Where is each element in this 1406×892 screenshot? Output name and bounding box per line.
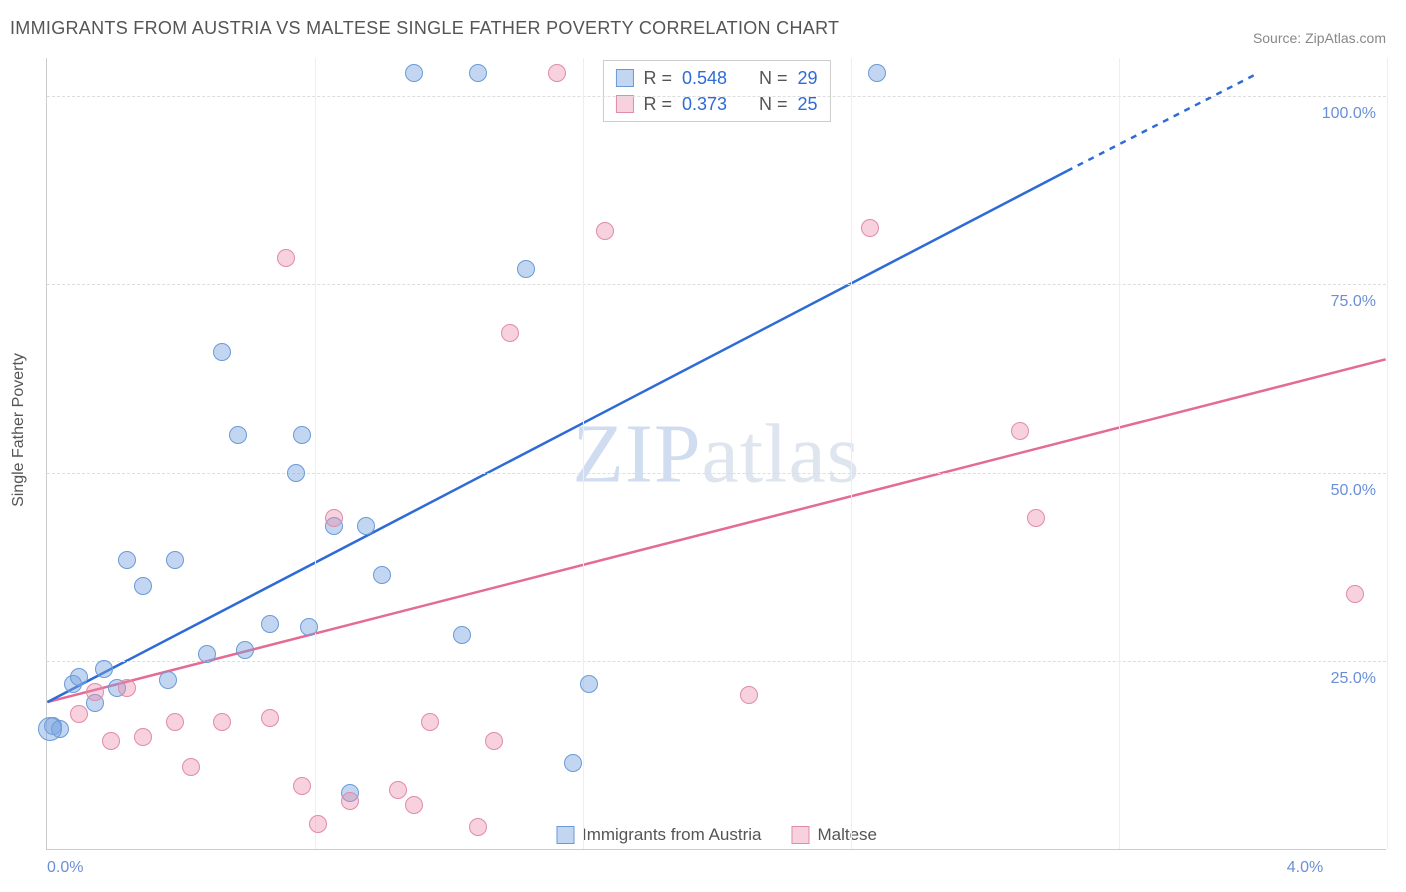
data-point-austria	[229, 426, 247, 444]
data-point-maltese	[325, 509, 343, 527]
y-tick-label: 100.0%	[1322, 105, 1376, 123]
data-point-maltese	[166, 713, 184, 731]
source-attribution: Source: ZipAtlas.com	[1253, 30, 1386, 46]
data-point-austria	[405, 64, 423, 82]
n-label: N =	[759, 65, 788, 91]
data-point-austria	[357, 517, 375, 535]
data-point-maltese	[1027, 509, 1045, 527]
data-point-austria	[261, 615, 279, 633]
chart-title: IMMIGRANTS FROM AUSTRIA VS MALTESE SINGL…	[10, 18, 839, 39]
n-value-austria: 29	[798, 65, 818, 91]
gridline-h	[47, 473, 1386, 474]
y-axis-label: Single Father Poverty	[10, 353, 28, 507]
data-point-maltese	[596, 222, 614, 240]
plot-area: ZIPatlas R = 0.548 N = 29 R = 0.373 N = …	[46, 58, 1386, 850]
source-label: Source:	[1253, 30, 1305, 46]
data-point-austria	[159, 671, 177, 689]
gridline-v	[851, 58, 852, 849]
legend-series: Immigrants from Austria Maltese	[556, 825, 877, 845]
legend-label-austria: Immigrants from Austria	[582, 825, 762, 845]
data-point-maltese	[861, 219, 879, 237]
data-point-austria	[166, 551, 184, 569]
x-tick-label: 4.0%	[1287, 859, 1323, 877]
data-point-maltese	[1011, 422, 1029, 440]
watermark: ZIPatlas	[573, 405, 861, 502]
data-point-maltese	[485, 732, 503, 750]
data-point-austria	[236, 641, 254, 659]
data-point-maltese	[118, 679, 136, 697]
legend-swatch-austria-icon	[556, 826, 574, 844]
gridline-v	[583, 58, 584, 849]
legend-swatch-austria	[615, 69, 633, 87]
data-point-austria	[453, 626, 471, 644]
x-tick-label: 0.0%	[47, 859, 83, 877]
watermark-bold: ZIP	[573, 407, 702, 500]
gridline-v	[1387, 58, 1388, 849]
gridline-h	[47, 96, 1386, 97]
data-point-austria	[293, 426, 311, 444]
data-point-austria	[580, 675, 598, 693]
y-tick-label: 50.0%	[1331, 482, 1376, 500]
data-point-austria	[118, 551, 136, 569]
data-point-austria	[517, 260, 535, 278]
data-point-maltese	[182, 758, 200, 776]
data-point-maltese	[134, 728, 152, 746]
y-tick-label: 25.0%	[1331, 670, 1376, 688]
data-point-maltese	[1346, 585, 1364, 603]
legend-swatch-maltese	[615, 95, 633, 113]
source-link[interactable]: ZipAtlas.com	[1305, 30, 1386, 46]
data-point-austria	[373, 566, 391, 584]
data-point-austria	[198, 645, 216, 663]
data-point-maltese	[501, 324, 519, 342]
data-point-maltese	[740, 686, 758, 704]
gridline-h	[47, 284, 1386, 285]
chart-container: IMMIGRANTS FROM AUSTRIA VS MALTESE SINGL…	[0, 0, 1406, 892]
data-point-maltese	[277, 249, 295, 267]
gridline-v	[1119, 58, 1120, 849]
data-point-maltese	[293, 777, 311, 795]
legend-item-maltese: Maltese	[791, 825, 877, 845]
data-point-maltese	[469, 818, 487, 836]
data-point-maltese	[548, 64, 566, 82]
r-label: R =	[643, 65, 672, 91]
data-point-austria	[95, 660, 113, 678]
data-point-austria	[469, 64, 487, 82]
data-point-maltese	[86, 683, 104, 701]
data-point-maltese	[389, 781, 407, 799]
data-point-maltese	[405, 796, 423, 814]
legend-stats-row-0: R = 0.548 N = 29	[615, 65, 817, 91]
r-value-austria: 0.548	[682, 65, 727, 91]
data-point-maltese	[213, 713, 231, 731]
data-point-austria	[868, 64, 886, 82]
data-point-austria	[38, 717, 62, 741]
data-point-austria	[70, 668, 88, 686]
data-point-maltese	[341, 792, 359, 810]
data-point-austria	[213, 343, 231, 361]
data-point-austria	[564, 754, 582, 772]
data-point-maltese	[102, 732, 120, 750]
y-tick-label: 75.0%	[1331, 293, 1376, 311]
data-point-maltese	[421, 713, 439, 731]
data-point-austria	[287, 464, 305, 482]
legend-label-maltese: Maltese	[817, 825, 877, 845]
legend-item-austria: Immigrants from Austria	[556, 825, 762, 845]
watermark-thin: atlas	[702, 407, 861, 500]
legend-swatch-maltese-icon	[791, 826, 809, 844]
trend-lines-layer	[47, 58, 1386, 849]
data-point-austria	[300, 618, 318, 636]
data-point-austria	[134, 577, 152, 595]
data-point-maltese	[309, 815, 327, 833]
gridline-h	[47, 661, 1386, 662]
data-point-maltese	[261, 709, 279, 727]
legend-stats: R = 0.548 N = 29 R = 0.373 N = 25	[602, 60, 830, 122]
data-point-maltese	[70, 705, 88, 723]
gridline-v	[315, 58, 316, 849]
